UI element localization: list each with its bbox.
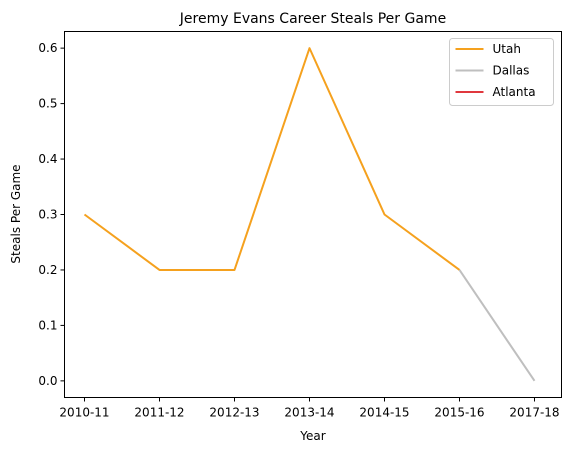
y-tick-label: 0.2 (38, 263, 57, 277)
y-tick-label: 0.4 (38, 152, 57, 166)
y-axis: 0.0 0.1 0.2 0.3 0.4 0.5 0.6 (38, 41, 65, 388)
x-tick-label: 2010-11 (59, 406, 109, 420)
series-layer (83, 47, 536, 382)
x-axis: 2010-11 2011-12 2012-13 2013-14 2014-15 2015-… (59, 397, 560, 420)
legend-label: Dallas (493, 64, 530, 78)
x-tick-label: 2014-15 (359, 406, 409, 420)
legend-box (449, 38, 554, 106)
y-tick-label: 0.0 (38, 374, 57, 388)
x-tick-label: 2011-12 (134, 406, 184, 420)
legend-label: Atlanta (493, 85, 536, 99)
x-tick-label: 2015-16 (434, 406, 484, 420)
series-line-dallas (458, 269, 536, 382)
y-axis-label: Steals Per Game (9, 164, 23, 263)
chart-title: Jeremy Evans Career Steals Per Game (179, 11, 446, 27)
y-tick-label: 0.3 (38, 208, 57, 222)
y-tick-label: 0.1 (38, 318, 57, 332)
series-line-utah (83, 47, 461, 271)
legend: Utah Dallas Atlanta (449, 38, 554, 106)
y-tick-label: 0.6 (38, 41, 57, 55)
legend-label: Utah (493, 42, 521, 56)
x-tick-label: 2012-13 (209, 406, 259, 420)
y-tick-label: 0.5 (38, 97, 57, 111)
x-tick-label: 2017-18 (509, 406, 559, 420)
x-axis-label: Year (299, 429, 325, 443)
x-tick-label: 2013-14 (284, 406, 334, 420)
